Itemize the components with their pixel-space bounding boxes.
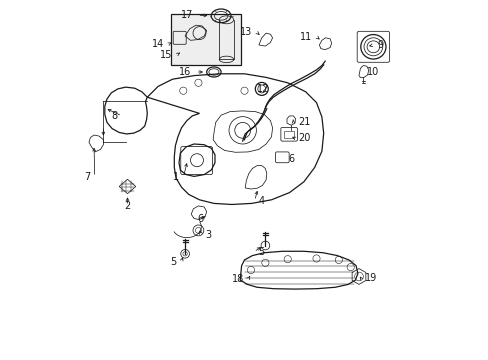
- Text: 9: 9: [377, 40, 383, 50]
- Text: 15: 15: [160, 50, 172, 60]
- Text: 18: 18: [231, 274, 244, 284]
- Text: 12: 12: [256, 84, 268, 94]
- Text: 17: 17: [180, 10, 193, 20]
- Text: 19: 19: [365, 273, 377, 283]
- Text: 13: 13: [240, 27, 252, 37]
- Text: 14: 14: [152, 39, 164, 49]
- Text: 21: 21: [297, 117, 309, 127]
- Text: 16: 16: [179, 67, 191, 77]
- Text: 3: 3: [205, 230, 211, 240]
- Text: 4: 4: [258, 196, 264, 206]
- Text: 5: 5: [258, 247, 264, 257]
- Text: 8: 8: [111, 111, 118, 121]
- Text: 11: 11: [299, 32, 311, 42]
- Text: 7: 7: [84, 172, 90, 182]
- Text: 6: 6: [197, 214, 203, 224]
- Text: 10: 10: [366, 67, 378, 77]
- Text: 1: 1: [172, 172, 179, 183]
- Text: 5: 5: [170, 257, 177, 267]
- Text: 2: 2: [124, 201, 130, 211]
- FancyBboxPatch shape: [170, 14, 241, 65]
- Text: 6: 6: [288, 154, 294, 164]
- Text: 20: 20: [297, 132, 309, 143]
